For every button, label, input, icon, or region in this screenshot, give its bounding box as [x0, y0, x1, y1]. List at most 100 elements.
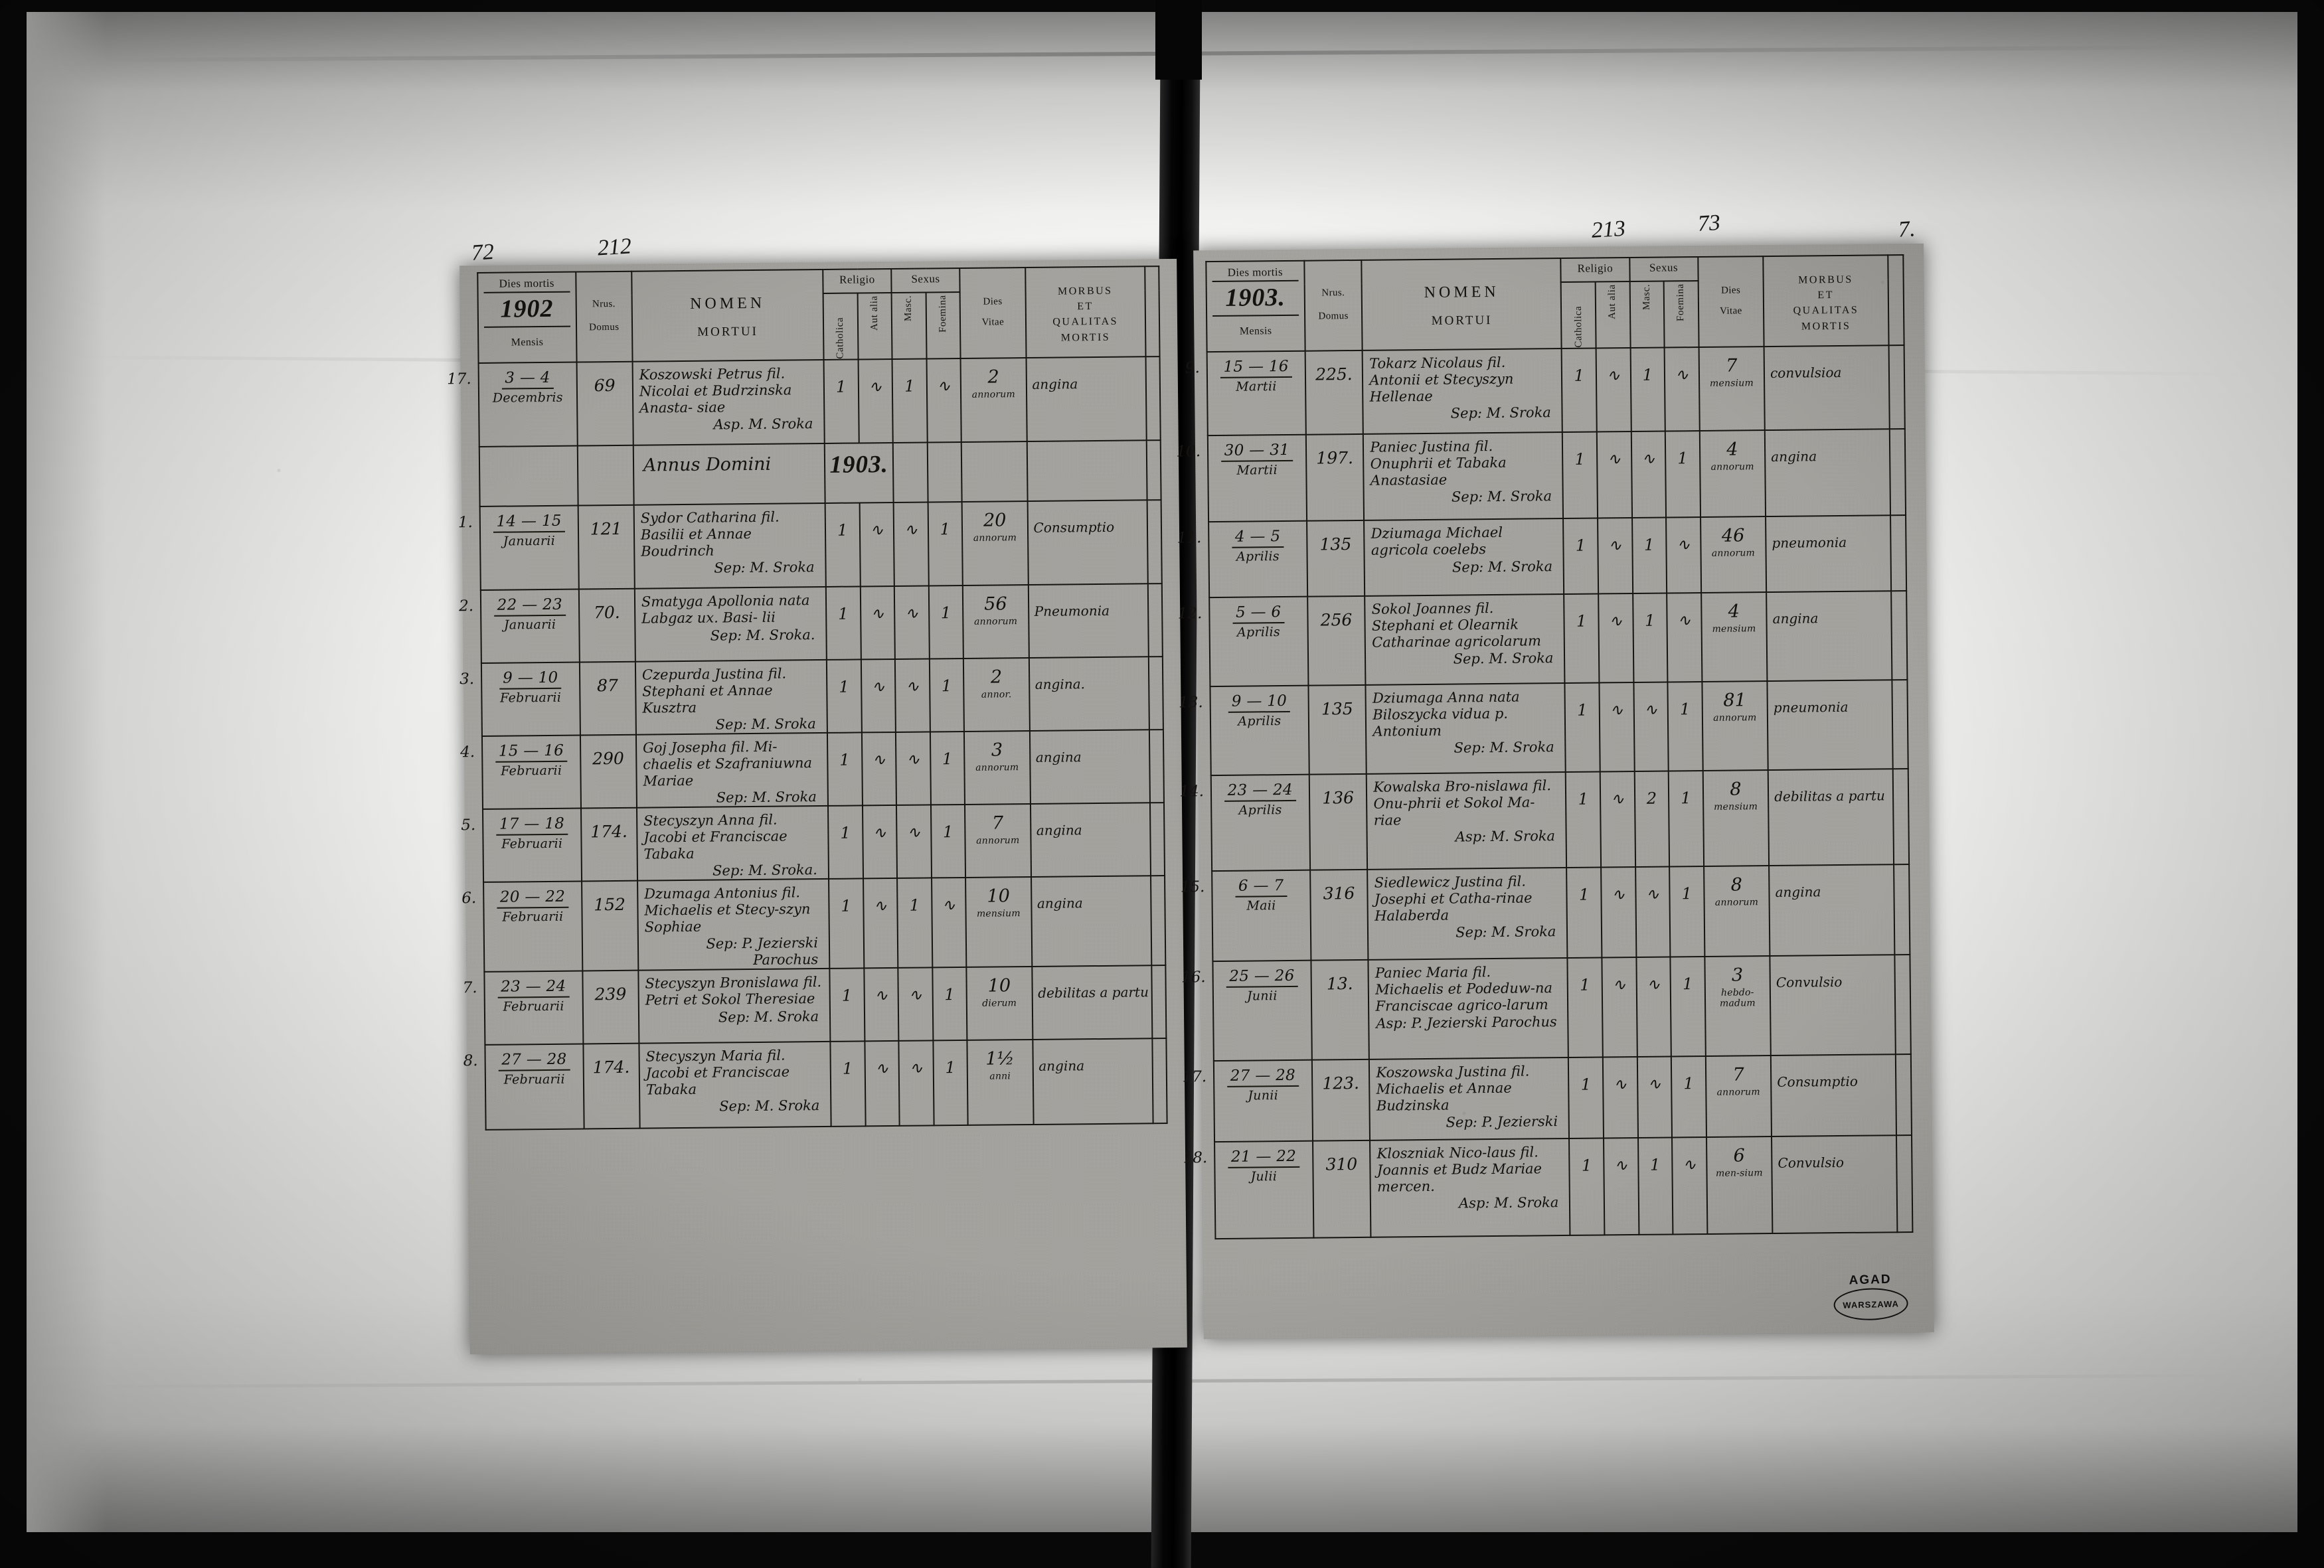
cell-margin [1889, 429, 1906, 516]
cell-margin [1892, 769, 1910, 865]
cell-religio-catholica: 1 [829, 968, 865, 1042]
header-dies-vitae: Dies Vitae [959, 268, 1027, 358]
header-masc-label: Masc. [1641, 283, 1652, 311]
cell-sexus-masc: ∿ [898, 1040, 934, 1126]
header-catholica-label: Catholica [835, 317, 846, 359]
header-nomen-mortui: NOMEN MORTUI [1361, 258, 1562, 351]
cell-margin [1149, 803, 1165, 876]
cell-numerus-domus: 310 [1312, 1140, 1371, 1238]
cell-numerus-domus: 13. [1311, 959, 1370, 1060]
cell-dies-vitae: 10 mensium [965, 877, 1032, 967]
cell-religio-aut-alia: ∿ [1596, 431, 1632, 518]
header-aut-alia: Aut alia [1595, 281, 1631, 349]
cell-morbus-qualitas-mortis: convulsioa [1764, 345, 1890, 431]
cell-religio-catholica: 1 [1564, 682, 1600, 772]
header-catholica: Catholica [823, 293, 859, 361]
cell-numerus-domus: 225. [1305, 350, 1364, 435]
table-row: 22 — 23 Januarii 2. 70. Smatyga Apollonia n… [459, 584, 1163, 663]
cell-religio-aut-alia: ∿ [862, 805, 898, 879]
header-catholica-cell: Catholica [824, 293, 858, 361]
cell-margin [1147, 500, 1162, 584]
cell-dies-vitae: 10 dierum [966, 967, 1033, 1040]
header-margin-column [1887, 255, 1904, 346]
table-row: 23 — 24 Aprilis 14. 136 Kowalska Bro-nislaw… [1179, 769, 1910, 872]
header-morbus-line1: MORBUS [1798, 274, 1853, 286]
separator-annus-domini: Annus Domini [633, 443, 825, 505]
cell-dies-mortis: 9 — 10 Februarii 3. [459, 662, 580, 736]
left-table-body: 3 — 4 Decembris 17. 69 Koszowski Petrus fil… [447, 356, 1167, 1130]
cell-religio-aut-alia: ∿ [861, 732, 897, 806]
cell-margin [1149, 730, 1164, 803]
header-morbus-line1: MORBUS [1057, 285, 1113, 297]
header-masc: Masc. [891, 292, 927, 359]
cell-dies-vitae: 2 annorum [960, 358, 1027, 442]
cell-dies-vitae: 4 annorum [1699, 430, 1766, 518]
header-nomen-mortui: NOMEN MORTUI [631, 269, 824, 362]
cell-religio-aut-alia: ∿ [1597, 517, 1633, 594]
cell-sexus-foemina: 1 [1670, 956, 1706, 1057]
cell-dies-mortis: 27 — 28 Junii 17. [1182, 1059, 1313, 1142]
cell-nomen-mortui: Koszowska Justina fil. Michaelis et Anna… [1369, 1057, 1570, 1140]
cell-sexus-foemina: 1 [1669, 866, 1705, 957]
cell-religio-aut-alia: ∿ [1602, 957, 1637, 1058]
table-row: 5 — 6 Aprilis 12. 256 Sokol Joannes fil. St… [1178, 591, 1908, 687]
cell-dies-vitae: 4 mensium [1701, 592, 1768, 682]
cell-morbus-qualitas-mortis: angina [1769, 864, 1894, 957]
cell-sexus-foemina: 1 [1671, 1056, 1706, 1138]
header-domus-label: Domus [589, 321, 620, 333]
left-folio-inner: 212 [596, 234, 632, 261]
header-nrus-domus: Nrus. Domus [575, 271, 633, 362]
cell-morbus-qualitas-mortis: Pneumonia [1028, 584, 1149, 659]
table-header-row: Dies mortis 1902 Mensis Nrus. Domus NOME… [477, 266, 1160, 363]
header-religio: Religio [1560, 258, 1630, 283]
cell-sexus-masc: ∿ [1631, 431, 1667, 518]
table-row: 20 — 22 Februarii 6. 152 Dzumaga Antonius f… [461, 876, 1166, 972]
cell-religio-catholica: 1 [1563, 518, 1599, 594]
cell-dies-vitae: 7 mensium [1699, 347, 1765, 431]
cell-nomen-mortui: Czepurda Justina fil. Stephani et Annae … [635, 659, 827, 735]
cell-margin [1151, 965, 1167, 1039]
right-table-body: 15 — 16 Martii 9. 225. Tokarz Nicolaus fil.… [1176, 345, 1913, 1239]
cell-sexus-masc: ∿ [1633, 682, 1669, 771]
cell-nomen-mortui: Paniec Maria fil. Michaelis et Podeduw-n… [1368, 957, 1569, 1059]
table-row: 27 — 28 Junii 17. 123. Koszowska Justina fi… [1182, 1054, 1912, 1142]
cell-numerus-domus: 87 [579, 661, 636, 736]
cell-sexus-masc: 1 [1630, 347, 1665, 432]
book-spine-gutter-top [1155, 0, 1202, 80]
cell-dies-vitae: 46 annorum [1700, 516, 1767, 593]
table-row: 3 — 4 Decembris 17. 69 Koszowski Petrus fil… [447, 356, 1161, 447]
cell-dies-mortis: 9 — 10 Aprilis 13. [1179, 685, 1309, 776]
cell-dies-mortis: 15 — 16 Februarii 4. [460, 735, 581, 810]
cell-dies-vitae: 81 annorum [1702, 681, 1768, 771]
header-foemina-cell: Foemina [1665, 281, 1698, 324]
cell-margin [1894, 955, 1911, 1055]
table-row: 9 — 10 Aprilis 13. 135 Dziumaga Anna nata B… [1179, 680, 1908, 776]
header-aut-alia-label: Aut alia [1606, 284, 1618, 320]
right-register-leaf: 213 73 7. Dies mortis 1903. Mensis Nrus.… [1176, 210, 1934, 1340]
header-morbus: MORBUS ET QUALITAS MORTIS [1025, 266, 1146, 358]
cell-religio-aut-alia: ∿ [1599, 682, 1635, 772]
header-dies-mortis: Dies mortis 1903. Mensis [1206, 260, 1305, 353]
cell-dies-mortis: 14 — 15 Januarii 1. [458, 505, 579, 590]
header-domus-label: Domus [1318, 311, 1349, 322]
header-foemina-label: Foemina [937, 295, 949, 333]
header-dies-vitae: Dies Vitae [1697, 256, 1764, 348]
cell-dies-vitae: 7 annorum [1705, 1056, 1772, 1137]
cell-sexus-masc: ∿ [896, 805, 932, 879]
header-vitae-label: Vitae [1720, 305, 1742, 317]
cell-sexus-masc: ∿ [893, 502, 929, 586]
header-vitae-label: Vitae [981, 317, 1005, 328]
table-row: 9 — 10 Februarii 3. 87 Czepurda Justina fil… [459, 657, 1163, 736]
cell-nomen-mortui: Koszowski Petrus fil. Nicolai et Budrzin… [632, 359, 825, 445]
cell-numerus-domus: 316 [1309, 869, 1369, 961]
cell-margin [1152, 1038, 1167, 1124]
cell-sexus-masc: 1 [1632, 593, 1668, 682]
table-row: 6 — 7 Maii 15. 316 Siedlewicz Justina fil. … [1181, 864, 1910, 962]
cell-dies-mortis: 15 — 16 Martii 9. [1185, 351, 1306, 436]
cell-dies-mortis: 3 — 4 Decembris 17. [447, 362, 578, 447]
cell-sexus-masc: ∿ [894, 586, 930, 659]
cell-religio-aut-alia: ∿ [863, 878, 898, 969]
table-row: 23 — 24 Februarii 7. 239 Stecyszyn Bronisla… [463, 965, 1167, 1045]
cell-religio-catholica: 1 [829, 878, 864, 969]
cell-religio-catholica: 1 [1567, 957, 1603, 1058]
